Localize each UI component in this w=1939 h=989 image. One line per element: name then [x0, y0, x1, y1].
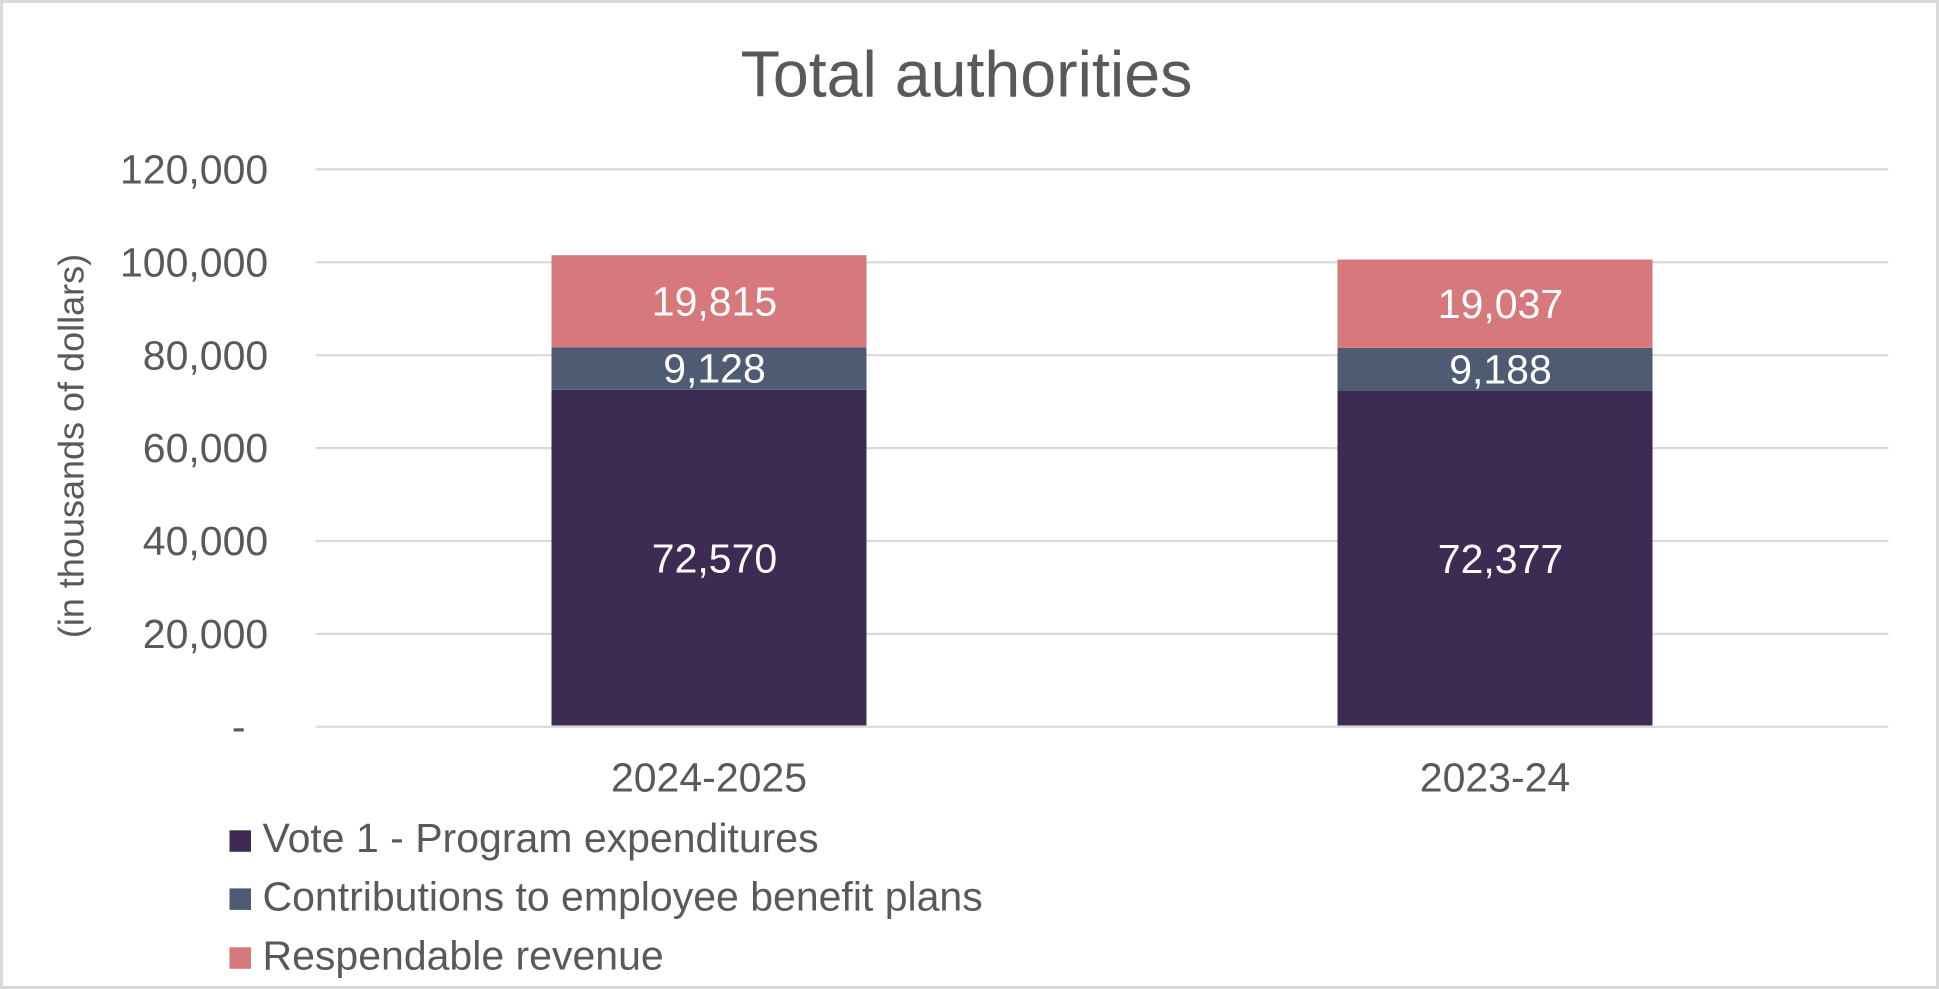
svg-text:Total authorities: Total authorities	[741, 39, 1193, 111]
svg-text:72,570: 72,570	[652, 535, 777, 581]
svg-text:120,000: 120,000	[120, 147, 268, 193]
svg-text:19,815: 19,815	[652, 278, 777, 324]
svg-text:9,128: 9,128	[663, 346, 766, 392]
svg-text:20,000: 20,000	[143, 611, 268, 657]
svg-text:80,000: 80,000	[143, 332, 268, 378]
svg-text:-: -	[232, 704, 246, 750]
svg-text:Respendable revenue: Respendable revenue	[263, 932, 664, 978]
svg-text:(in thousands of dollars): (in thousands of dollars)	[51, 254, 92, 638]
svg-text:2024-2025: 2024-2025	[611, 755, 807, 801]
svg-text:40,000: 40,000	[143, 518, 268, 564]
svg-text:9,188: 9,188	[1449, 346, 1552, 392]
svg-text:Vote 1 - Program expenditures: Vote 1 - Program expenditures	[263, 815, 819, 861]
svg-text:72,377: 72,377	[1438, 536, 1563, 582]
svg-text:2023-24: 2023-24	[1420, 755, 1570, 801]
svg-text:19,037: 19,037	[1438, 281, 1563, 327]
svg-text:60,000: 60,000	[143, 425, 268, 471]
svg-text:100,000: 100,000	[120, 239, 268, 285]
svg-text:Contributions to employee bene: Contributions to employee benefit plans	[263, 873, 983, 919]
